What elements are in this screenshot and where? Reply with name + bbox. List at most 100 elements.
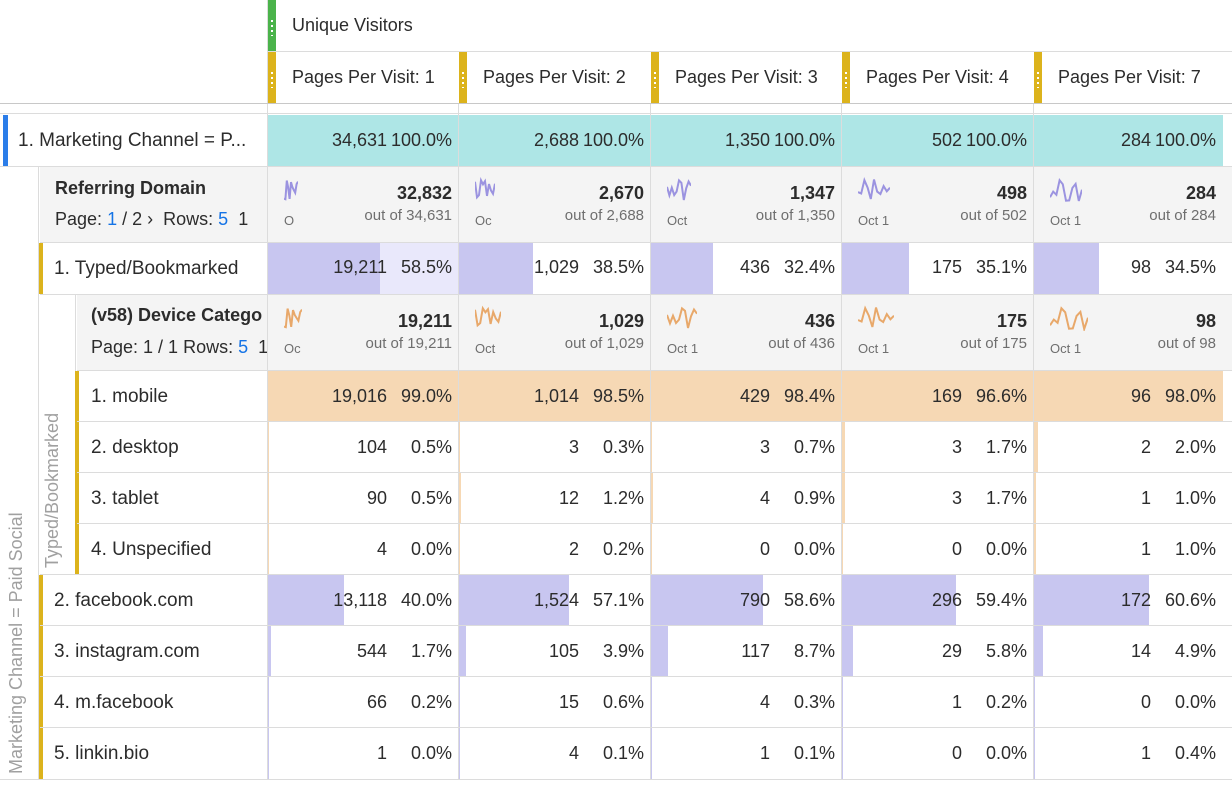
next-page-icon[interactable]: › [147, 209, 154, 229]
rows-count-link[interactable]: 5 [218, 209, 229, 229]
row-typed-bookmarked[interactable]: 1. Typed/Bookmarked [54, 243, 266, 294]
cell-value: 0 [1140, 691, 1151, 712]
sparkline-date: Oct 1 [858, 341, 890, 356]
table-cell[interactable]: 502 100.0% [842, 115, 1034, 166]
table-cell[interactable]: 4 0.9% [651, 473, 842, 524]
table-cell[interactable]: 1 0.0% [268, 728, 459, 779]
table-cell[interactable]: 19,016 99.0% [268, 371, 459, 422]
table-cell[interactable]: 15 0.6% [459, 677, 651, 728]
cell-value: 175 [931, 257, 962, 277]
table-cell[interactable]: 0 0.0% [1034, 677, 1223, 728]
table-cell[interactable]: 0 0.0% [842, 524, 1034, 575]
table-cell[interactable]: 2 0.2% [459, 524, 651, 575]
row-referring-domain[interactable]: 4. m.facebook [54, 677, 266, 728]
table-cell[interactable]: 0 0.0% [651, 524, 842, 575]
row-referring-domain[interactable]: 2. facebook.com [54, 575, 266, 626]
table-cell[interactable]: 1,350 100.0% [651, 115, 842, 166]
table-cell[interactable]: 105 3.9% [459, 626, 651, 677]
table-cell[interactable]: 3 0.7% [651, 422, 842, 473]
row-device[interactable]: 3. tablet [91, 473, 265, 524]
table-cell[interactable]: 1 0.2% [842, 677, 1034, 728]
table-cell[interactable]: 1,014 98.5% [459, 371, 651, 422]
table-cell[interactable]: 3 1.7% [842, 473, 1034, 524]
table-cell[interactable]: 436 32.4% [651, 243, 842, 294]
column-drag-handle[interactable] [842, 52, 850, 103]
cell-value: 4 [568, 742, 579, 763]
table-cell[interactable]: 1 0.1% [651, 728, 842, 779]
cell-bar [268, 422, 269, 473]
column-header[interactable]: Pages Per Visit: 7 [1042, 52, 1223, 103]
cell-bar [651, 626, 668, 677]
table-cell[interactable]: 29 5.8% [842, 626, 1034, 677]
table-cell[interactable]: 429 98.4% [651, 371, 842, 422]
column-drag-handle[interactable] [459, 52, 467, 103]
column-header[interactable]: Pages Per Visit: 2 [467, 52, 651, 103]
sparkline-date: O [284, 213, 295, 228]
table-cell[interactable]: 96 98.0% [1034, 371, 1223, 422]
table-cell[interactable]: 117 8.7% [651, 626, 842, 677]
table-cell[interactable]: 172 60.6% [1034, 575, 1223, 626]
metric-drag-handle[interactable] [268, 0, 276, 51]
table-cell[interactable]: 104 0.5% [268, 422, 459, 473]
column-drag-handle[interactable] [1034, 52, 1042, 103]
row-referring-domain[interactable]: 5. linkin.bio [54, 728, 266, 779]
sparkline-date: Oct 1 [1050, 341, 1082, 356]
table-cell[interactable]: 4 0.3% [651, 677, 842, 728]
column-drag-handle[interactable] [268, 52, 276, 103]
row-divider [77, 472, 1232, 473]
table-cell[interactable]: 284 100.0% [1034, 115, 1223, 166]
table-cell[interactable]: 4 0.0% [268, 524, 459, 575]
page-current-link[interactable]: 1 [107, 209, 118, 229]
row-marketing-channel[interactable]: 1. Marketing Channel = P... [18, 115, 266, 166]
column-drag-handle[interactable] [651, 52, 659, 103]
table-cell[interactable]: 296 59.4% [842, 575, 1034, 626]
table-cell[interactable]: 169 96.6% [842, 371, 1034, 422]
table-cell[interactable]: 2 2.0% [1034, 422, 1223, 473]
cell-percent: 1.2% [602, 487, 644, 508]
device-rows-count-link[interactable]: 5 [238, 337, 249, 357]
cell-value: 3 [759, 436, 770, 457]
table-cell[interactable]: 2,688 100.0% [459, 115, 651, 166]
summary-cell: Oct 1 175 out of 175 [842, 295, 1034, 371]
table-cell[interactable]: 1 1.0% [1034, 524, 1223, 575]
row-referring-domain[interactable]: 3. instagram.com [54, 626, 266, 677]
table-cell[interactable]: 66 0.2% [268, 677, 459, 728]
table-cell[interactable]: 90 0.5% [268, 473, 459, 524]
cell-bar [842, 677, 843, 728]
row-device[interactable]: 4. Unspecified [91, 524, 265, 575]
row-device[interactable]: 2. desktop [91, 422, 265, 473]
column-header-label: Pages Per Visit: 3 [675, 67, 818, 87]
table-cell[interactable]: 34,631 100.0% [268, 115, 459, 166]
column-header[interactable]: Pages Per Visit: 1 [276, 52, 459, 103]
table-cell[interactable]: 12 1.2% [459, 473, 651, 524]
table-cell[interactable]: 790 58.6% [651, 575, 842, 626]
referring-domain-title[interactable]: Referring Domain [55, 178, 207, 198]
row-device[interactable]: 1. mobile [91, 371, 265, 422]
table-cell[interactable]: 3 0.3% [459, 422, 651, 473]
column-divider [458, 104, 459, 779]
table-cell[interactable]: 19,211 58.5% [268, 243, 459, 294]
metric-header-unique-visitors[interactable]: Unique Visitors [276, 0, 1232, 51]
table-cell[interactable]: 1,524 57.1% [459, 575, 651, 626]
table-cell[interactable]: 0 0.0% [842, 728, 1034, 779]
device-category-title[interactable]: (v58) Device Catego [91, 305, 263, 325]
cell-bar [842, 524, 843, 575]
cell-percent: 98.4% [783, 385, 835, 406]
cell-bar [842, 575, 956, 626]
table-cell[interactable]: 98 34.5% [1034, 243, 1223, 294]
cell-value: 1,029 [533, 257, 579, 277]
table-cell[interactable]: 3 1.7% [842, 422, 1034, 473]
table-cell[interactable]: 13,118 40.0% [268, 575, 459, 626]
table-cell[interactable]: 1 1.0% [1034, 473, 1223, 524]
table-cell[interactable]: 14 4.9% [1034, 626, 1223, 677]
column-header[interactable]: Pages Per Visit: 3 [659, 52, 842, 103]
column-header[interactable]: Pages Per Visit: 4 [850, 52, 1034, 103]
table-cell[interactable]: 4 0.1% [459, 728, 651, 779]
cell-value: 296 [931, 589, 962, 610]
summary-total: 284 [1185, 183, 1216, 203]
table-cell[interactable]: 175 35.1% [842, 243, 1034, 294]
table-cell[interactable]: 1,029 38.5% [459, 243, 651, 294]
cell-percent: 0.0% [410, 742, 452, 763]
table-cell[interactable]: 1 0.4% [1034, 728, 1223, 779]
table-cell[interactable]: 544 1.7% [268, 626, 459, 677]
